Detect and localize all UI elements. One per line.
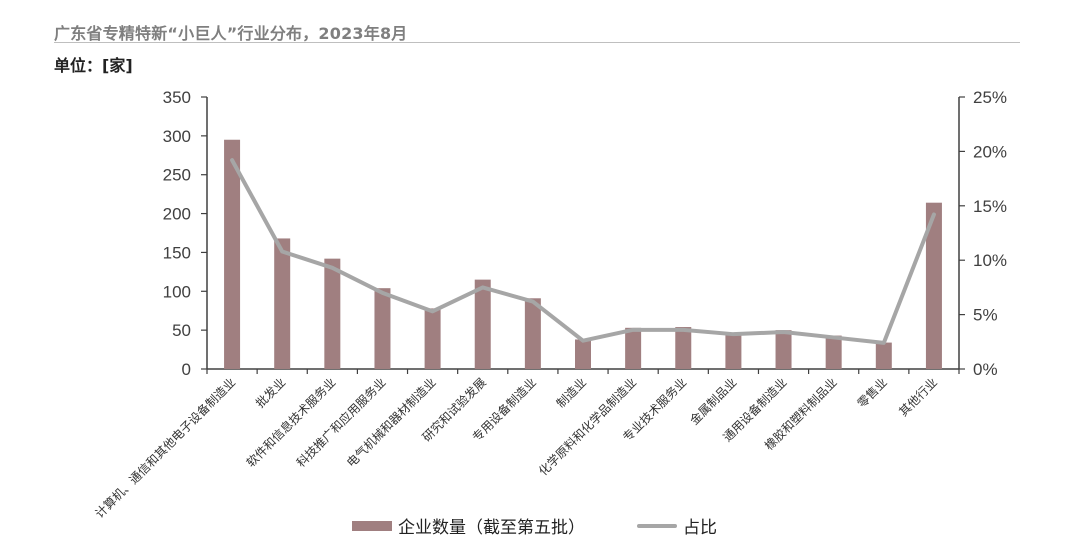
bar bbox=[424, 308, 441, 369]
bar bbox=[224, 139, 241, 369]
legend-item-bar: 企业数量（截至第五批） bbox=[352, 513, 585, 538]
y2-tick-label: 20% bbox=[973, 142, 1007, 161]
x-category-label: 计算机、通信和其他电子设备制造业 bbox=[92, 375, 238, 521]
bar bbox=[775, 330, 792, 369]
x-category-label: 软件和信息技术服务业 bbox=[243, 375, 338, 470]
bar bbox=[524, 298, 541, 369]
unit-label: 单位：[家] bbox=[54, 56, 133, 75]
bar bbox=[374, 288, 391, 369]
x-category-label: 零售业 bbox=[854, 375, 890, 411]
y-tick-label: 300 bbox=[163, 127, 191, 146]
x-category-label: 其他行业 bbox=[896, 375, 940, 419]
bar bbox=[274, 238, 291, 369]
legend-line-swatch bbox=[637, 523, 677, 528]
y-tick-label: 200 bbox=[163, 205, 191, 224]
legend-bar-swatch bbox=[352, 520, 392, 531]
chart-title: 广东省专精特新“小巨人”行业分布，2023年8月 bbox=[54, 24, 408, 43]
x-category-label: 科技推广和应用服务业 bbox=[293, 375, 388, 470]
legend-item-line: 占比 bbox=[637, 513, 717, 538]
legend-line-label: 占比 bbox=[683, 518, 717, 538]
x-category-label: 金属制品业 bbox=[686, 375, 739, 428]
x-category-label: 电气机械和器材制造业 bbox=[343, 375, 438, 470]
x-category-label: 化学原料和化学品制造业 bbox=[535, 375, 639, 479]
y2-tick-label: 0% bbox=[973, 360, 998, 379]
bar bbox=[825, 335, 842, 369]
title-divider bbox=[54, 42, 1020, 43]
y2-tick-label: 15% bbox=[973, 197, 1007, 216]
y2-tick-label: 10% bbox=[973, 251, 1007, 270]
x-category-label: 批发业 bbox=[252, 375, 288, 411]
bar bbox=[925, 202, 942, 369]
bar bbox=[575, 339, 591, 369]
legend: 企业数量（截至第五批） 占比 bbox=[352, 513, 769, 538]
bar bbox=[725, 332, 742, 369]
bar bbox=[625, 327, 642, 369]
legend-bar-label: 企业数量（截至第五批） bbox=[398, 518, 585, 538]
y2-tick-label: 5% bbox=[973, 306, 998, 325]
bar bbox=[324, 258, 341, 369]
y-tick-label: 250 bbox=[163, 166, 191, 185]
x-category-label: 制造业 bbox=[554, 375, 589, 410]
bar bbox=[875, 342, 892, 369]
y2-tick-label: 25% bbox=[973, 88, 1007, 107]
bar bbox=[474, 279, 491, 369]
y-tick-label: 150 bbox=[163, 243, 191, 262]
bar bbox=[675, 327, 692, 369]
share-line bbox=[230, 158, 936, 345]
y-tick-label: 100 bbox=[163, 282, 191, 301]
y-tick-label: 0 bbox=[182, 360, 191, 379]
y-tick-label: 350 bbox=[163, 88, 191, 107]
y-tick-label: 50 bbox=[172, 321, 191, 340]
